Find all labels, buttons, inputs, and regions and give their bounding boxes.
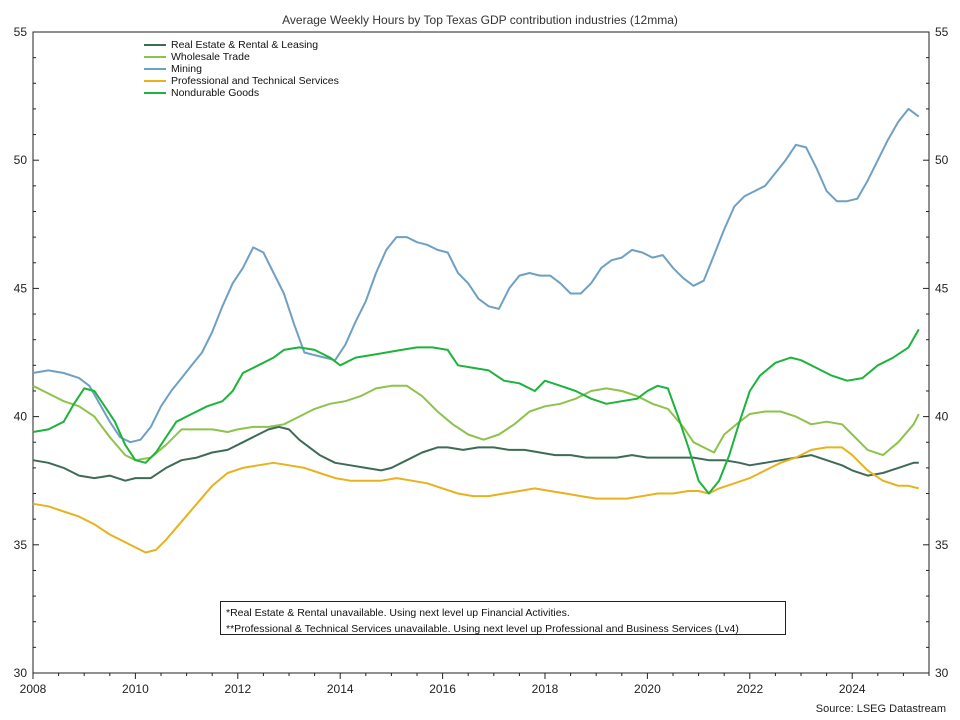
legend-label: Nondurable Goods (171, 87, 260, 99)
footnote-1: *Real Estate & Rental unavailable. Using… (226, 607, 570, 619)
y-tick-label-left: 30 (14, 666, 28, 680)
footnote-box: *Real Estate & Rental unavailable. Using… (220, 601, 786, 635)
legend-swatch (144, 68, 166, 70)
y-tick-label-left: 40 (14, 410, 28, 424)
x-tick-label: 2014 (327, 682, 354, 696)
x-tick-label: 2018 (532, 682, 559, 696)
x-tick-label: 2008 (20, 682, 47, 696)
legend-item: Wholesale Trade (144, 51, 339, 63)
legend-label: Real Estate & Rental & Leasing (171, 39, 319, 51)
y-tick-label-right: 50 (935, 153, 949, 167)
x-tick-label: 2010 (122, 682, 149, 696)
legend-swatch (144, 44, 166, 46)
x-tick-label: 2022 (736, 682, 763, 696)
series-line-0 (32, 425, 919, 482)
axes: 30 30 35 35 40 40 45 45 50 50 55 55 2008 2010 2012 2014… (14, 25, 949, 696)
y-tick-label-right: 35 (935, 538, 949, 552)
footnote-2: **Professional & Technical Services unav… (226, 623, 739, 635)
x-tick-label: 2016 (429, 682, 456, 696)
legend: Real Estate & Rental & Leasing Wholesale … (144, 39, 339, 99)
legend-item: Real Estate & Rental & Leasing (144, 39, 339, 51)
chart-title: Average Weekly Hours by Top Texas GDP co… (282, 13, 678, 27)
legend-item: Professional and Technical Services (144, 75, 339, 87)
legend-swatch (144, 56, 166, 58)
series-line-4 (32, 328, 920, 495)
y-tick-label-left: 35 (14, 538, 28, 552)
y-tick-label-right: 55 (935, 25, 949, 39)
y-tick-label-right: 40 (935, 410, 949, 424)
legend-item: Mining (144, 63, 339, 75)
legend-swatch (144, 80, 166, 82)
x-tick-label: 2020 (634, 682, 661, 696)
series-lines (32, 107, 920, 554)
y-tick-label-left: 50 (14, 153, 28, 167)
legend-label: Professional and Technical Services (171, 75, 339, 87)
y-tick-label-right: 45 (935, 281, 949, 295)
y-tick-label-right: 30 (935, 666, 949, 680)
y-tick-label-left: 55 (14, 25, 28, 39)
series-line-2 (32, 107, 920, 444)
series-line-3 (32, 446, 920, 554)
y-tick-label-left: 45 (14, 281, 28, 295)
source-label: Source: LSEG Datastream (815, 703, 946, 715)
legend-label: Wholesale Trade (171, 51, 250, 63)
series-line-1 (32, 384, 920, 462)
legend-label: Mining (171, 63, 202, 75)
legend-item: Nondurable Goods (144, 87, 339, 99)
legend-swatch (144, 92, 166, 94)
plot-frame (32, 31, 930, 674)
x-tick-label: 2024 (839, 682, 866, 696)
x-tick-label: 2012 (224, 682, 251, 696)
